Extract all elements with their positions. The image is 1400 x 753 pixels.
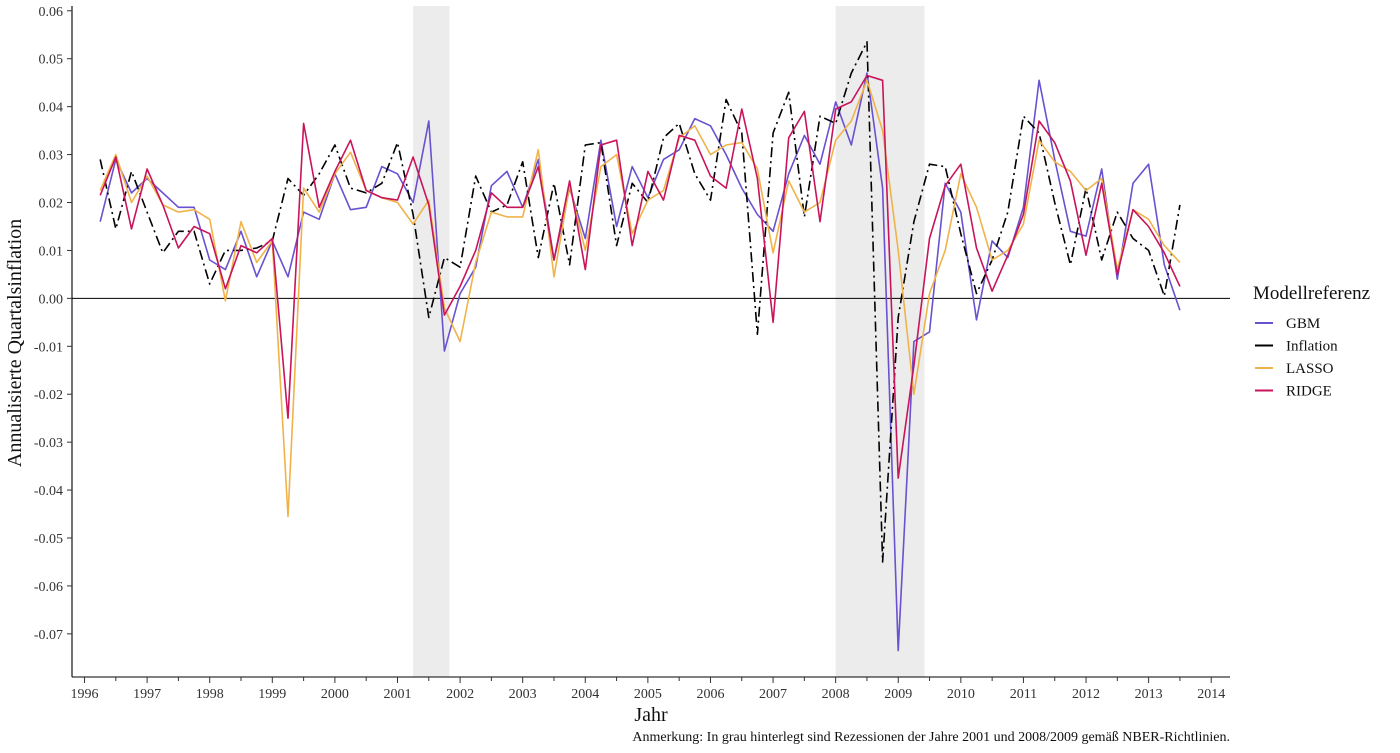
x-tick-label: 2005 bbox=[634, 687, 662, 702]
x-tick-label: 2012 bbox=[1072, 687, 1100, 702]
x-tick-label: 2006 bbox=[696, 687, 724, 702]
series-line-ridge bbox=[99, 74, 1181, 479]
x-tick-label: 2011 bbox=[1010, 687, 1037, 702]
y-tick-label: -0.03 bbox=[34, 436, 63, 451]
x-tick-label: 1999 bbox=[258, 687, 286, 702]
y-tick-label: 0.05 bbox=[39, 53, 64, 68]
legend-label-inflation: Inflation bbox=[1286, 339, 1338, 355]
recession-band-2 bbox=[835, 6, 925, 677]
x-tick-label: 2001 bbox=[383, 687, 411, 702]
x-tick-label: 1998 bbox=[196, 687, 224, 702]
y-tick-label: 0.06 bbox=[39, 5, 64, 20]
legend-label-lasso: LASSO bbox=[1286, 361, 1334, 377]
legend-title: Modellreferenz bbox=[1253, 283, 1370, 304]
legend-label-gbm: GBM bbox=[1286, 316, 1320, 332]
y-tick-label: 0.04 bbox=[39, 101, 64, 116]
recession-shading-layer bbox=[413, 6, 925, 677]
series-layer bbox=[99, 41, 1181, 652]
y-tick-label: -0.01 bbox=[34, 340, 63, 355]
x-tick-label: 2002 bbox=[446, 687, 474, 702]
y-tick-label: -0.02 bbox=[34, 388, 63, 403]
series-line-inflation bbox=[99, 41, 1181, 563]
y-axis-title: Annualisierte Quartalsinflation bbox=[4, 219, 26, 467]
axes-layer: -0.07 -0.06 -0.05 -0.04 -0.03 -0.02 -0.01 0.00 0… bbox=[34, 5, 1230, 702]
x-tick-label: 2014 bbox=[1197, 687, 1225, 702]
x-tick-label: 2004 bbox=[571, 687, 599, 702]
x-tick-label: 1997 bbox=[133, 687, 161, 702]
x-axis-title: Jahr bbox=[634, 704, 668, 726]
x-tick-label: 1996 bbox=[71, 687, 99, 702]
y-tick-label: 0.03 bbox=[39, 149, 64, 164]
y-tick-label: -0.04 bbox=[34, 484, 63, 499]
x-tick-label: 2007 bbox=[759, 687, 787, 702]
series-line-gbm bbox=[99, 72, 1181, 652]
x-tick-label: 2008 bbox=[822, 687, 850, 702]
y-tick-label: 0.02 bbox=[39, 197, 64, 212]
y-tick-label: 0.00 bbox=[39, 292, 64, 307]
y-tick-label: -0.05 bbox=[34, 532, 63, 547]
x-tick-label: 2009 bbox=[884, 687, 912, 702]
x-tick-label: 2013 bbox=[1135, 687, 1163, 702]
x-tick-label: 2003 bbox=[509, 687, 537, 702]
legend: GBM Inflation LASSO RIDGE bbox=[1255, 316, 1338, 400]
x-tick-label: 2000 bbox=[321, 687, 349, 702]
legend-label-ridge: RIDGE bbox=[1286, 384, 1332, 400]
y-tick-label: 0.01 bbox=[39, 244, 64, 259]
y-tick-label: -0.07 bbox=[34, 628, 63, 643]
series-line-lasso bbox=[99, 79, 1181, 518]
y-tick-label: -0.06 bbox=[34, 580, 63, 595]
x-tick-label: 2010 bbox=[947, 687, 975, 702]
chart-annotation: Anmerkung: In grau hinterlegt sind Rezes… bbox=[632, 730, 1230, 745]
